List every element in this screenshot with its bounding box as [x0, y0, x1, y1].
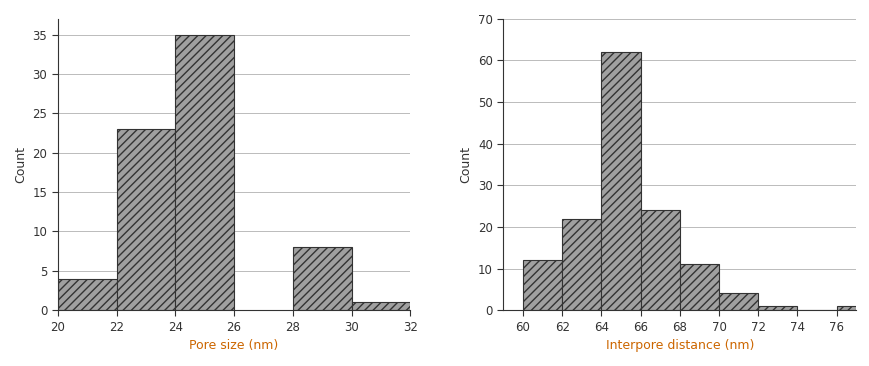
Bar: [561, 219, 600, 310]
Bar: [600, 52, 640, 310]
Bar: [293, 247, 351, 310]
Bar: [679, 264, 718, 310]
X-axis label: Pore size (nm): Pore size (nm): [189, 339, 278, 352]
Bar: [351, 302, 410, 310]
Y-axis label: Count: Count: [14, 146, 27, 183]
Bar: [718, 294, 757, 310]
X-axis label: Interpore distance (nm): Interpore distance (nm): [605, 339, 753, 352]
Bar: [176, 35, 234, 310]
Bar: [57, 279, 116, 310]
Bar: [640, 210, 679, 310]
Y-axis label: Count: Count: [459, 146, 472, 183]
Bar: [116, 129, 176, 310]
Bar: [757, 306, 796, 310]
Bar: [836, 306, 869, 310]
Bar: [522, 260, 561, 310]
